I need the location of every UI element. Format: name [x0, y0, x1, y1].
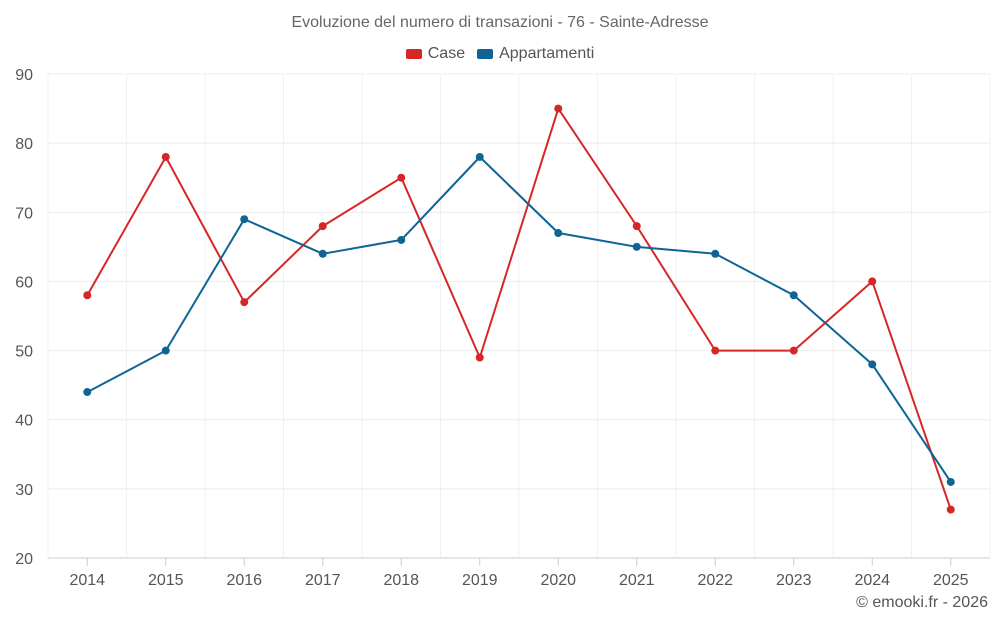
data-point-case[interactable]: [240, 298, 249, 307]
legend-label-appartamenti: Appartamenti: [499, 45, 595, 62]
data-point-appartamenti[interactable]: [475, 152, 484, 161]
data-point-appartamenti[interactable]: [789, 291, 798, 300]
y-tick-label: 70: [15, 205, 33, 222]
y-tick-label: 50: [15, 344, 33, 361]
data-point-case[interactable]: [161, 152, 170, 161]
data-point-appartamenti[interactable]: [554, 229, 563, 238]
legend-label-case: Case: [427, 45, 466, 62]
data-point-appartamenti[interactable]: [711, 249, 720, 258]
data-point-appartamenti[interactable]: [397, 235, 406, 244]
data-point-appartamenti[interactable]: [161, 346, 170, 355]
data-point-case[interactable]: [711, 346, 720, 355]
x-tick-label: 2019: [462, 572, 498, 589]
data-point-appartamenti[interactable]: [318, 249, 327, 258]
series-line-case: [86, 107, 952, 510]
data-point-case[interactable]: [397, 173, 406, 182]
legend-swatch-case: [405, 49, 422, 59]
data-point-case[interactable]: [475, 353, 484, 362]
x-tick-label: 2024: [854, 572, 890, 589]
credit-text: © emooki.fr - 2026: [856, 594, 988, 611]
x-tick-label: 2025: [933, 572, 969, 589]
chart-title: Evoluzione del numero di transazioni - 7…: [291, 14, 709, 31]
data-point-case[interactable]: [946, 505, 955, 514]
y-tick-label: 90: [15, 67, 33, 84]
legend: Case Appartamenti: [0, 45, 1000, 63]
data-point-appartamenti[interactable]: [868, 360, 877, 369]
y-tick-label: 60: [15, 274, 33, 291]
x-tick-label: 2017: [305, 572, 341, 589]
x-tick-label: 2018: [383, 572, 419, 589]
legend-item-case[interactable]: Case: [405, 45, 466, 63]
legend-item-appartamenti[interactable]: Appartamenti: [477, 45, 594, 63]
data-point-case[interactable]: [554, 104, 563, 113]
data-point-appartamenti[interactable]: [240, 215, 249, 224]
x-tick-label: 2014: [69, 572, 105, 589]
x-tick-label: 2016: [226, 572, 262, 589]
x-tick-label: 2022: [697, 572, 733, 589]
x-tick-label: 2020: [540, 572, 576, 589]
data-point-appartamenti[interactable]: [946, 477, 955, 486]
x-tick-label: 2021: [619, 572, 655, 589]
data-point-appartamenti[interactable]: [83, 388, 92, 397]
x-tick-label: 2015: [148, 572, 184, 589]
y-tick-label: 30: [15, 482, 33, 499]
y-tick-label: 80: [15, 136, 33, 153]
y-tick-label: 20: [15, 551, 33, 568]
data-point-appartamenti[interactable]: [632, 242, 641, 251]
data-point-case[interactable]: [318, 222, 327, 231]
data-point-case[interactable]: [83, 291, 92, 300]
legend-swatch-appartamenti: [477, 49, 494, 59]
data-point-case[interactable]: [868, 277, 877, 286]
series-line-appartamenti: [86, 156, 952, 483]
data-point-case[interactable]: [632, 222, 641, 231]
y-tick-label: 40: [15, 413, 33, 430]
x-tick-label: 2023: [776, 572, 812, 589]
data-point-case[interactable]: [789, 346, 798, 355]
